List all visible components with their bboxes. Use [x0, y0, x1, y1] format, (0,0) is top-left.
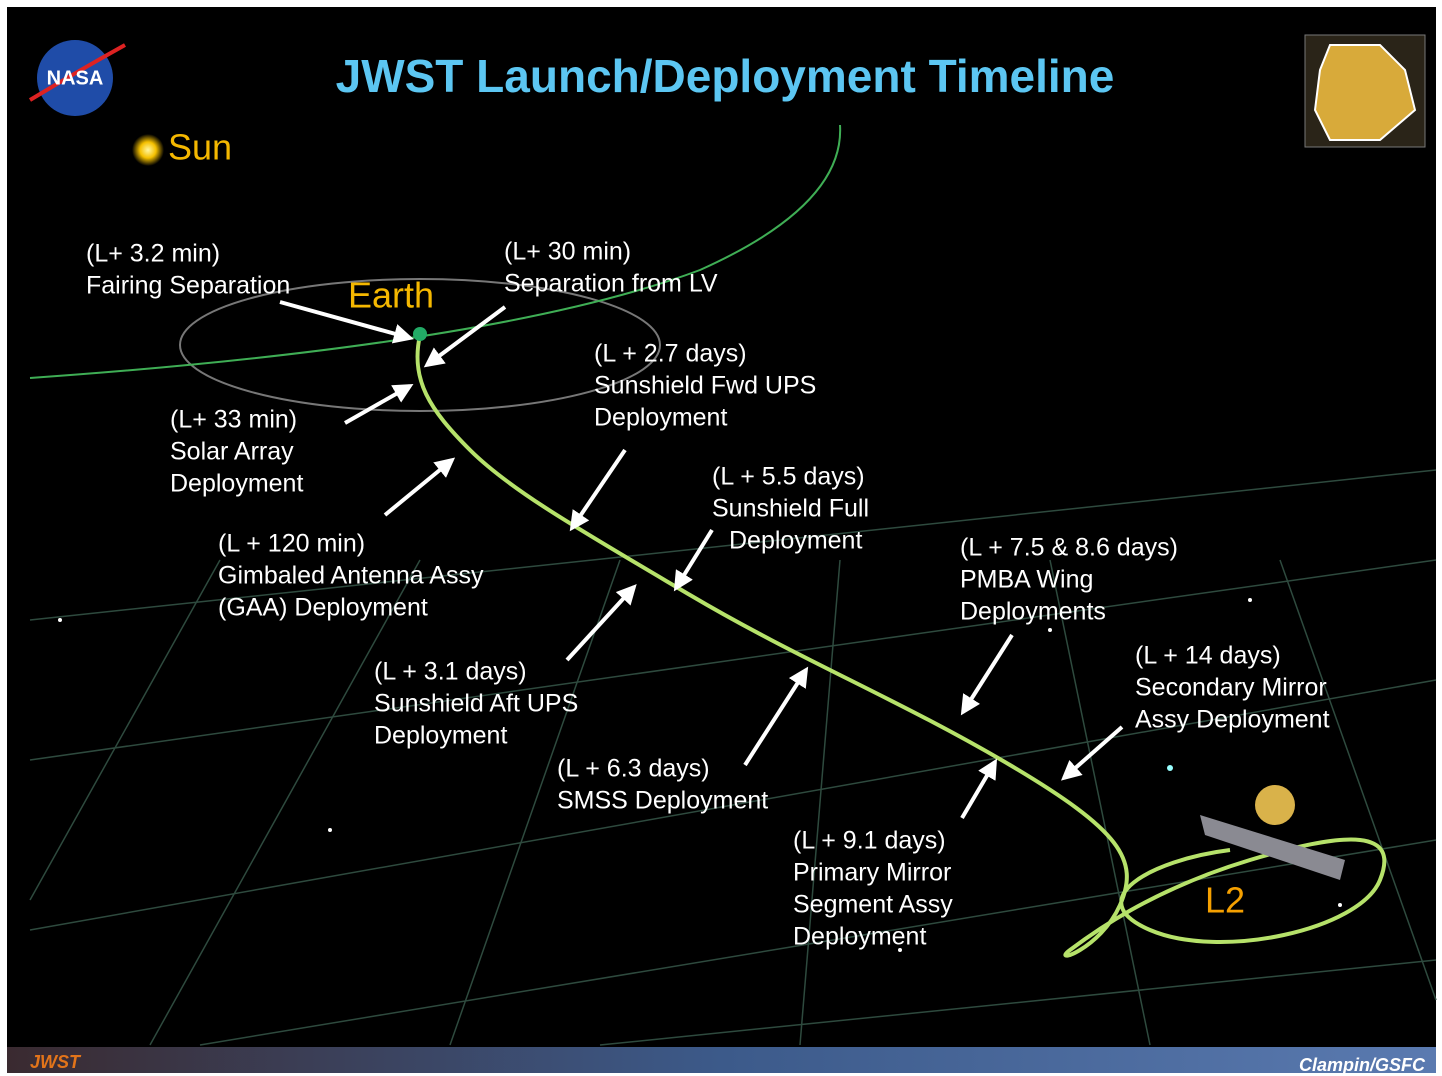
event-label: Primary Mirror [793, 859, 951, 887]
event-label: Deployment [729, 527, 862, 555]
title: JWST Launch/Deployment Timeline [336, 50, 1115, 102]
event-time: (L + 9.1 days) [793, 827, 946, 855]
l2-label: L2 [1205, 880, 1245, 921]
footer-bar [7, 1047, 1436, 1073]
footer-right: Clampin/GSFC [1299, 1055, 1426, 1075]
event-label: Solar Array [170, 438, 294, 466]
event-label: PMBA Wing [960, 566, 1093, 594]
event-label: Deployment [374, 722, 507, 750]
event-label: Sunshield Aft UPS [374, 690, 578, 718]
sun-dot [132, 134, 164, 166]
event-time: (L + 14 days) [1135, 642, 1281, 670]
event-label: Sunshield Full [712, 495, 869, 523]
event-label: Fairing Separation [86, 272, 290, 300]
event-time: (L + 7.5 & 8.6 days) [960, 534, 1178, 562]
event-label: Segment Assy [793, 891, 953, 919]
event-time: (L+ 3.2 min) [86, 240, 220, 268]
slide: NASA JWST Launch/Deployment Timeline Sun… [0, 0, 1442, 1076]
event-time: (L + 2.7 days) [594, 340, 747, 368]
sun-label: Sun [168, 127, 232, 168]
event-label: (GAA) Deployment [218, 594, 428, 622]
event-label: Separation from LV [504, 270, 718, 298]
event-label: Deployments [960, 598, 1106, 626]
earth-dot [413, 327, 427, 341]
event-time: (L+ 33 min) [170, 406, 297, 434]
event-label: Deployment [793, 923, 926, 951]
mirror-icon [1305, 35, 1425, 147]
event-time: (L+ 30 min) [504, 238, 631, 266]
event-label: Secondary Mirror [1135, 674, 1327, 702]
logo-text: NASA [47, 67, 104, 89]
event-label: Assy Deployment [1135, 706, 1330, 734]
event-time: (L + 3.1 days) [374, 658, 527, 686]
event-time: (L + 6.3 days) [557, 755, 710, 783]
event-label: Deployment [594, 404, 727, 432]
event-time: (L + 5.5 days) [712, 463, 865, 491]
earth-label: Earth [348, 275, 434, 316]
event-label: Gimbaled Antenna Assy [218, 562, 484, 590]
footer-left: JWST [30, 1052, 82, 1072]
event-time: (L + 120 min) [218, 530, 365, 558]
event-label: SMSS Deployment [557, 787, 768, 815]
event-label: Sunshield Fwd UPS [594, 372, 816, 400]
event-label: Deployment [170, 470, 303, 498]
